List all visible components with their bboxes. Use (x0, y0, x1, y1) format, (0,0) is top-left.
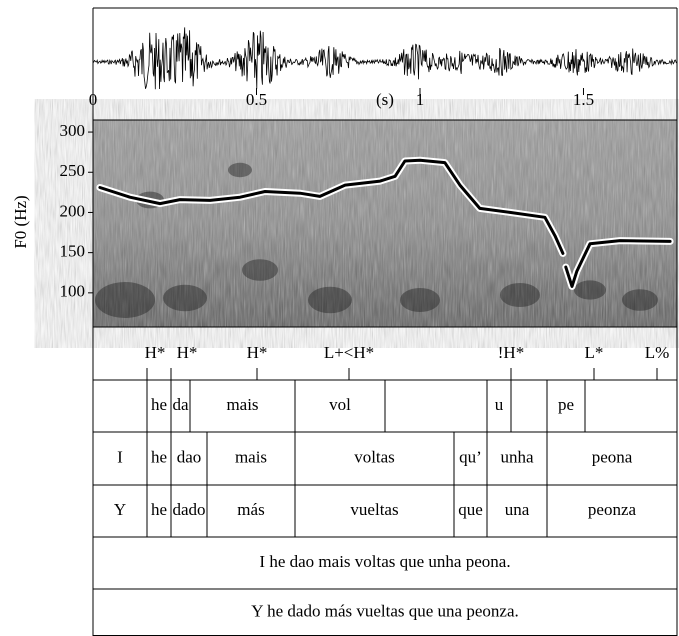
tier-label: dado (172, 500, 205, 519)
waveform (93, 27, 677, 89)
tier-label: qu’ (459, 447, 482, 466)
tier-label: unha (500, 447, 534, 466)
spectral-energy (228, 163, 252, 177)
spectral-energy (622, 289, 658, 311)
x-tick-label: 1 (416, 90, 425, 109)
tone-label: L+<H* (324, 343, 374, 362)
tier-label: mais (235, 447, 267, 466)
y-tick-label: 300 (60, 121, 86, 140)
tone-label: L% (645, 343, 670, 362)
spectral-energy (308, 287, 352, 313)
y-tick-label: 250 (60, 161, 86, 180)
tier-label: pe (558, 395, 574, 414)
tone-label: H* (247, 343, 268, 362)
spectral-energy (242, 259, 278, 281)
tier-label: dao (177, 447, 202, 466)
spectral-energy (163, 285, 207, 311)
x-tick-label: 0.5 (246, 90, 267, 109)
tier-label: he (151, 500, 167, 519)
spectral-energy (95, 282, 155, 318)
spectral-energy (574, 280, 606, 299)
tier-label: vol (329, 395, 351, 414)
tier-label: he (151, 447, 167, 466)
tier-label: da (172, 395, 189, 414)
tier-label: I he dao mais voltas que unha peona. (259, 552, 510, 571)
tier-label: I (117, 447, 123, 466)
tier-label: u (495, 395, 504, 414)
x-tick-label: 1.5 (573, 90, 594, 109)
tier-label: vueltas (350, 500, 398, 519)
tier-label: mais (226, 395, 258, 414)
tier-label: Y (114, 500, 126, 519)
tier-label: más (237, 500, 264, 519)
praat-figure: (s) F0 (Hz) 0 0.5 1 1.5 100 150 200 250 300 H* H* H… (0, 0, 679, 636)
y-tick-label: 150 (60, 242, 86, 261)
tier-label: peona (592, 447, 633, 466)
tone-label: H* (177, 343, 198, 362)
tone-label: H* (145, 343, 166, 362)
y-axis-label: F0 (Hz) (11, 195, 30, 248)
x-tick-label: 0 (89, 90, 98, 109)
tier-label: peonza (588, 500, 637, 519)
tier-label: he (151, 395, 167, 414)
tone-label: L* (585, 343, 604, 362)
tone-label: !H* (498, 343, 524, 362)
tier-label: que (458, 500, 483, 519)
tier-label: voltas (354, 447, 395, 466)
tier-label: Y he dado más vueltas que una peonza. (251, 601, 519, 620)
tier-label: una (505, 500, 530, 519)
spectral-energy (500, 283, 540, 307)
x-axis-label: (s) (376, 90, 394, 109)
y-tick-label: 200 (60, 201, 86, 220)
y-tick-label: 100 (60, 282, 86, 301)
spectral-energy (400, 288, 440, 312)
